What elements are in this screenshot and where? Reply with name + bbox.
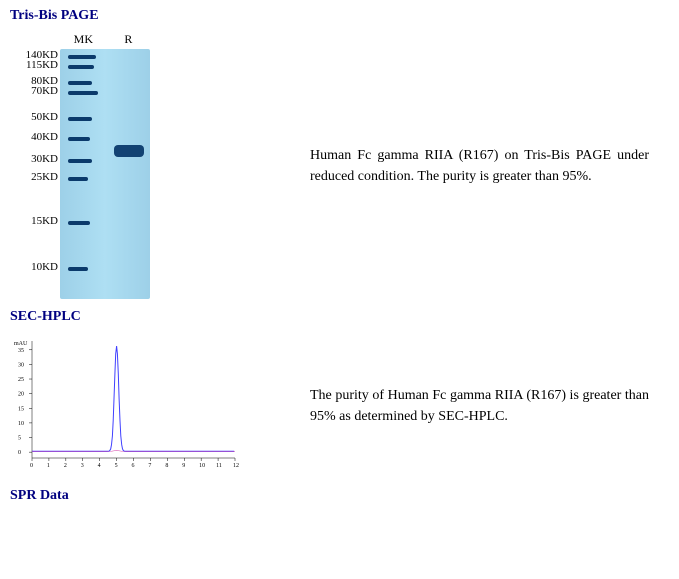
hplc-chart: mAU012345678910111205101520253035 [10, 333, 240, 473]
svg-text:10: 10 [18, 421, 24, 427]
svg-text:12: 12 [233, 463, 239, 469]
section-title-hplc: SEC-HPLC [10, 309, 669, 325]
ladder-band [68, 55, 96, 59]
svg-text:7: 7 [148, 463, 151, 469]
ladder-band [68, 267, 88, 271]
ladder-band [68, 117, 92, 121]
gel-caption: Human Fc gamma RIIA (R167) on Tris-Bis P… [310, 145, 669, 187]
hplc-caption: The purity of Human Fc gamma RIIA (R167)… [310, 385, 669, 427]
ladder-band [68, 81, 92, 85]
ladder-label: 30KD [31, 154, 58, 165]
svg-text:8: 8 [165, 463, 168, 469]
svg-text:10: 10 [199, 463, 205, 469]
ladder-label: 15KD [31, 216, 58, 227]
gel-ladder-labels: 140KD115KD80KD70KD50KD40KD30KD25KD15KD10… [20, 49, 60, 299]
svg-text:3: 3 [81, 463, 84, 469]
svg-text:11: 11 [216, 463, 222, 469]
ladder-band [68, 159, 92, 163]
hplc-row: mAU012345678910111205101520253035 The pu… [10, 333, 669, 478]
svg-text:5: 5 [115, 463, 118, 469]
gel-figure: MK R 140KD115KD80KD70KD50KD40KD30KD25KD1… [10, 32, 310, 299]
hplc-figure: mAU012345678910111205101520253035 [10, 333, 310, 478]
svg-text:15: 15 [18, 406, 24, 412]
svg-text:0: 0 [18, 450, 21, 456]
svg-text:25: 25 [18, 377, 24, 383]
ladder-label: 25KD [31, 172, 58, 183]
ladder-label: 115KD [26, 60, 58, 71]
ladder-band [68, 65, 94, 69]
svg-text:2: 2 [64, 463, 67, 469]
svg-text:5: 5 [18, 436, 21, 442]
ladder-label: 70KD [31, 86, 58, 97]
svg-text:0: 0 [30, 463, 33, 469]
ladder-label: 50KD [31, 112, 58, 123]
svg-text:mAU: mAU [14, 341, 28, 347]
ladder-band [68, 221, 90, 225]
gel-image [60, 49, 150, 299]
lane-label-mk: MK [74, 32, 93, 47]
ladder-label: 10KD [31, 262, 58, 273]
ladder-band [68, 91, 98, 95]
gel-row: MK R 140KD115KD80KD70KD50KD40KD30KD25KD1… [10, 32, 669, 299]
ladder-label: 40KD [31, 132, 58, 143]
lane-label-r: R [124, 32, 132, 47]
svg-text:1: 1 [47, 463, 50, 469]
svg-text:9: 9 [182, 463, 185, 469]
svg-text:20: 20 [18, 392, 24, 398]
svg-text:6: 6 [132, 463, 135, 469]
section-title-gel: Tris-Bis PAGE [10, 8, 669, 24]
ladder-band [68, 137, 90, 141]
gel-lane-labels: MK R [58, 32, 148, 47]
ladder-band [68, 177, 88, 181]
svg-text:4: 4 [98, 463, 101, 469]
section-title-spr: SPR Data [10, 488, 669, 504]
sample-band [114, 145, 144, 157]
svg-text:35: 35 [18, 348, 24, 354]
svg-text:30: 30 [18, 362, 24, 368]
